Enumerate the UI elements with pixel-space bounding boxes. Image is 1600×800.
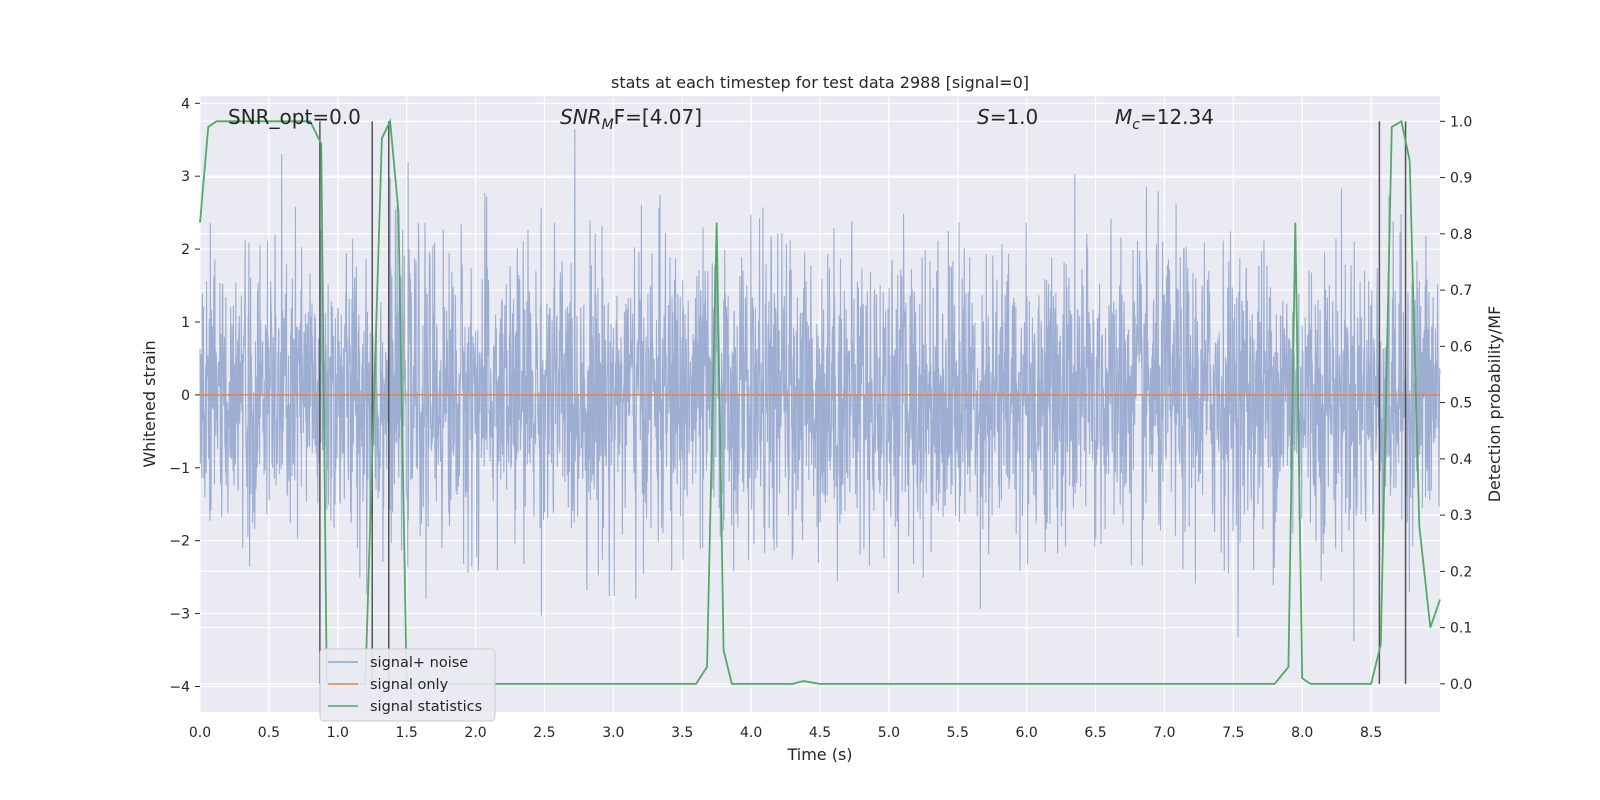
y2-axis-label: Detection probability/MF: [1485, 306, 1504, 503]
legend: signal+ noise signal only signal statist…: [319, 648, 496, 722]
x-tick-label: 4.5: [809, 725, 831, 741]
x-tick-label: 0.5: [258, 725, 280, 741]
x-tick-label: 7.0: [1153, 725, 1175, 741]
mc-rest: =12.34: [1140, 105, 1214, 129]
x-tick-label: 8.5: [1360, 725, 1382, 741]
snr-mf-symbol: SNR: [560, 105, 602, 129]
y2-tick-label: 0.9: [1450, 171, 1472, 187]
y-axis-label: Whitened strain: [140, 340, 159, 467]
snr-mf-rest: F=[4.07]: [614, 105, 702, 129]
x-tick-label: 0.0: [189, 725, 211, 741]
chart-title: stats at each timestep for test data 298…: [611, 73, 1029, 92]
y-tick-label: −1: [169, 461, 190, 477]
x-tick-label: 1.5: [396, 725, 418, 741]
x-tick-label: 7.5: [1222, 725, 1244, 741]
x-tick-label: 2.0: [464, 725, 486, 741]
y-tick-labels: 4 3 2 1 0 −1 −2 −3 −4: [169, 96, 200, 695]
snr-mf-subscript: M: [602, 117, 614, 133]
x-tick-label: 8.0: [1291, 725, 1313, 741]
x-tick-label: 6.5: [1084, 725, 1106, 741]
x-tick-label: 5.0: [878, 725, 900, 741]
x-tick-label: 6.0: [1016, 725, 1038, 741]
y-tick-label: −2: [169, 534, 190, 550]
x-tick-labels: 0.0 0.5 1.0 1.5 2.0 2.5 3.0 3.5 4.0 4.5 5.0 5.5 6.0 6…: [189, 725, 1382, 741]
y2-tick-label: 0.6: [1450, 339, 1472, 355]
y2-tick-label: 0.0: [1450, 677, 1472, 693]
y2-tick-label: 0.7: [1450, 283, 1472, 299]
x-tick-label: 4.0: [740, 725, 762, 741]
snr-mf-annotation: SNRMF=[4.07]: [560, 105, 702, 133]
snr-opt-annotation: SNR_opt=0.0: [228, 105, 361, 129]
y2-tick-labels: 1.0 0.9 0.8 0.7 0.6 0.5 0.4 0.3 0.2 0.1 0.0: [1440, 114, 1472, 693]
y2-tick-label: 0.2: [1450, 564, 1472, 580]
y2-tick-label: 0.8: [1450, 227, 1472, 243]
mc-subscript: c: [1132, 117, 1140, 133]
legend-label-statistics: signal statistics: [370, 699, 482, 715]
signal-noise-series: [199, 128, 1441, 642]
mc-annotation: Mc=12.34: [1115, 105, 1214, 133]
legend-box: [319, 648, 496, 722]
s-annotation: S=1.0: [977, 105, 1038, 129]
signal-noise-line: [199, 128, 1441, 642]
y-tick-label: −3: [169, 607, 190, 623]
y2-tick-label: 0.3: [1450, 508, 1472, 524]
x-tick-label: 5.5: [947, 725, 969, 741]
y-tick-label: 4: [181, 96, 190, 112]
legend-label-signal-only: signal only: [370, 677, 449, 693]
y-tick-label: 2: [181, 242, 190, 258]
vertical-markers: [319, 121, 1407, 684]
x-tick-label: 1.0: [327, 725, 349, 741]
y2-tick-label: 0.4: [1450, 452, 1472, 468]
x-tick-label: 3.5: [671, 725, 693, 741]
y2-tick-label: 0.1: [1450, 621, 1472, 637]
y-tick-label: −4: [169, 679, 190, 695]
x-tick-label: 3.0: [602, 725, 624, 741]
s-rest: =1.0: [990, 105, 1039, 129]
x-tick-label: 2.5: [533, 725, 555, 741]
mc-symbol: M: [1115, 105, 1132, 129]
s-symbol: S: [977, 105, 990, 129]
y2-tick-label: 0.5: [1450, 396, 1472, 412]
y2-tick-label: 1.0: [1450, 114, 1472, 130]
y-tick-label: 3: [181, 169, 190, 185]
legend-label-noise: signal+ noise: [370, 655, 468, 671]
y-tick-label: 0: [181, 388, 190, 404]
x-axis-label: Time (s): [786, 745, 852, 764]
y-tick-label: 1: [181, 315, 190, 331]
